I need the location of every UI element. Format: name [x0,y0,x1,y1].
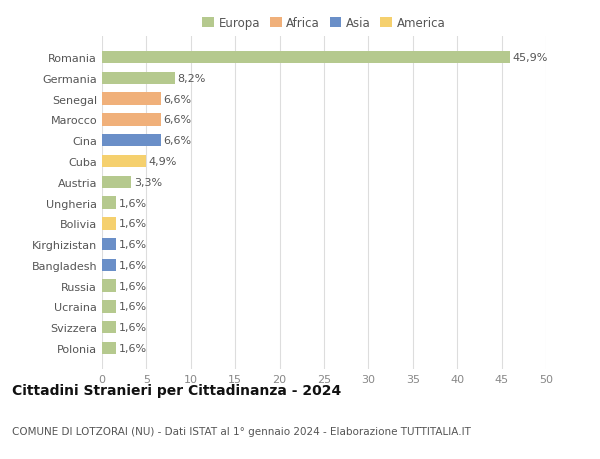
Legend: Europa, Africa, Asia, America: Europa, Africa, Asia, America [200,14,448,32]
Bar [102,218,116,230]
Bar [102,135,161,147]
Text: 1,6%: 1,6% [119,322,147,332]
Text: 8,2%: 8,2% [178,74,206,84]
Text: COMUNE DI LOTZORAI (NU) - Dati ISTAT al 1° gennaio 2024 - Elaborazione TUTTITALI: COMUNE DI LOTZORAI (NU) - Dati ISTAT al … [12,426,471,436]
Bar [102,259,116,271]
Text: Cittadini Stranieri per Cittadinanza - 2024: Cittadini Stranieri per Cittadinanza - 2… [12,383,341,397]
Text: 3,3%: 3,3% [134,177,162,187]
Bar [102,342,116,354]
Text: 1,6%: 1,6% [119,302,147,312]
Text: 1,6%: 1,6% [119,260,147,270]
Bar [102,321,116,334]
Bar [102,176,131,189]
Text: 6,6%: 6,6% [163,95,191,105]
Bar [102,197,116,209]
Bar [102,52,509,64]
Text: 1,6%: 1,6% [119,281,147,291]
Bar [102,93,161,106]
Text: 4,9%: 4,9% [148,157,176,167]
Bar [102,301,116,313]
Text: 6,6%: 6,6% [163,115,191,125]
Bar [102,156,146,168]
Bar [102,73,175,85]
Bar [102,238,116,251]
Text: 1,6%: 1,6% [119,343,147,353]
Text: 1,6%: 1,6% [119,198,147,208]
Bar [102,114,161,126]
Text: 6,6%: 6,6% [163,136,191,146]
Text: 45,9%: 45,9% [512,53,548,63]
Text: 1,6%: 1,6% [119,240,147,250]
Bar [102,280,116,292]
Text: 1,6%: 1,6% [119,219,147,229]
